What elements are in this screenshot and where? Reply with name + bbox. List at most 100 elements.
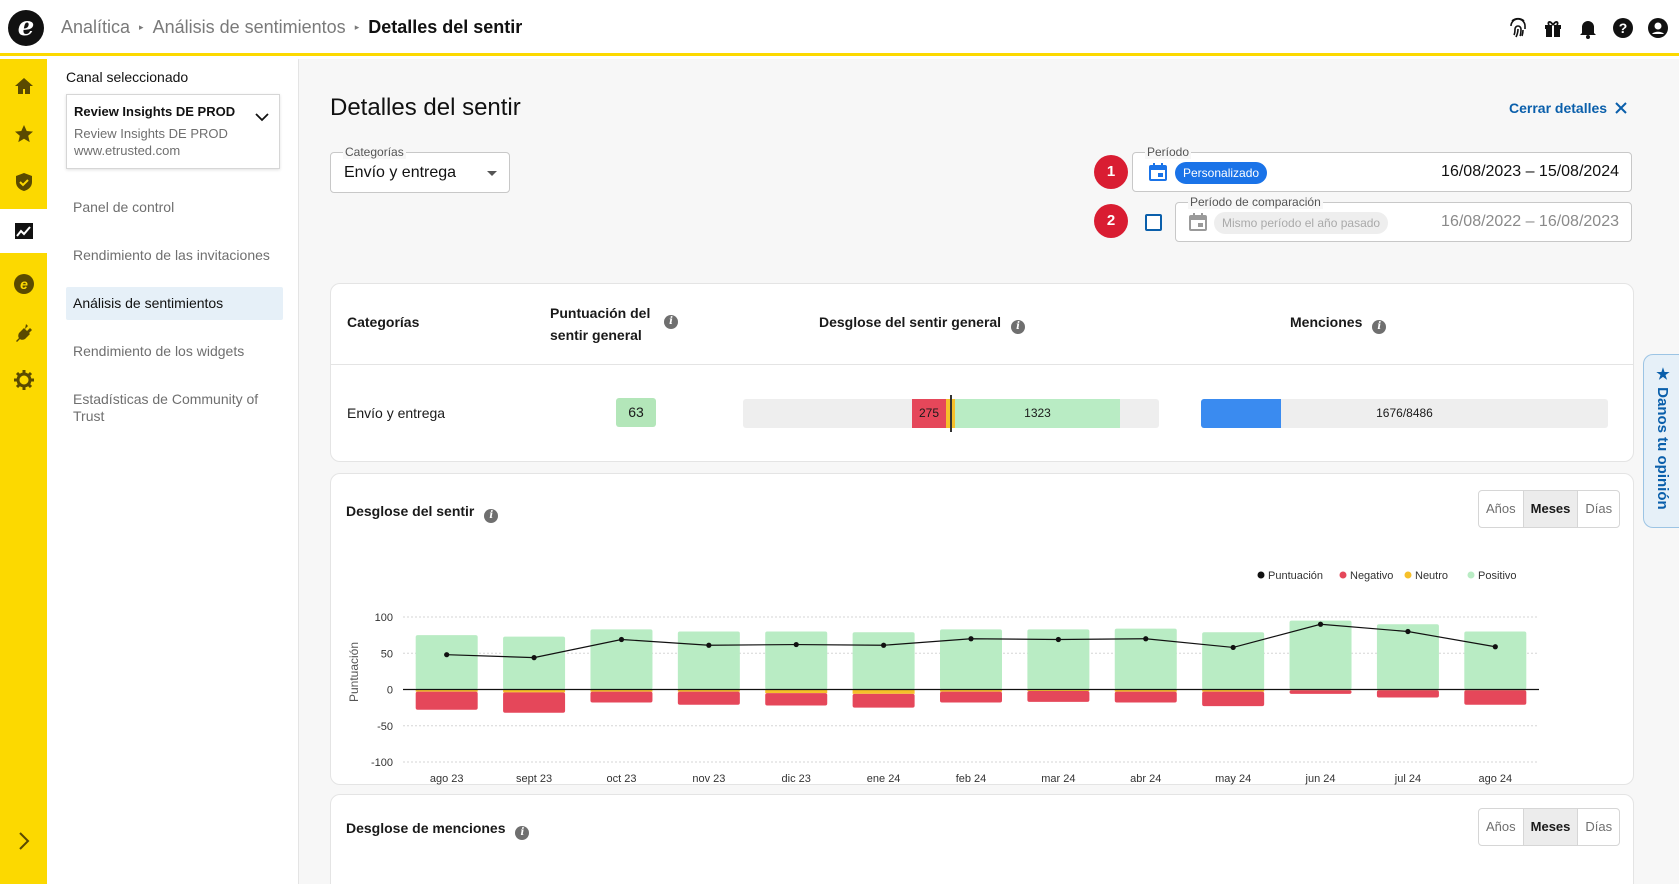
app-rail: e bbox=[0, 59, 47, 884]
neutral-bar bbox=[1027, 689, 1090, 691]
mentions-value: 1676/8486 bbox=[1376, 406, 1433, 420]
toggle-days[interactable]: Días bbox=[1585, 819, 1613, 834]
y-tick-label: 50 bbox=[381, 648, 393, 660]
legend-marker bbox=[1467, 571, 1475, 579]
compare-checkbox[interactable] bbox=[1145, 214, 1162, 231]
step-badge-1: 1 bbox=[1094, 155, 1128, 189]
sidebar-item-widgets[interactable]: Rendimiento de los widgets bbox=[73, 343, 245, 359]
granularity-toggle: Años Meses Días bbox=[1478, 808, 1621, 846]
channel-url: www.etrusted.com bbox=[74, 143, 181, 158]
dropdown-arrow-icon bbox=[487, 171, 497, 176]
score-point bbox=[1230, 644, 1236, 651]
info-icon[interactable]: i bbox=[1010, 320, 1025, 334]
toggle-years[interactable]: Años bbox=[1486, 501, 1516, 516]
header-mentions: Menciones i bbox=[1290, 314, 1387, 334]
user-icon[interactable] bbox=[1647, 17, 1669, 39]
x-tick-label: dic 23 bbox=[782, 773, 811, 785]
sidebar-item-community[interactable]: Estadísticas de Community of Trust bbox=[73, 391, 259, 424]
channel-selector[interactable]: Review Insights DE PROD Review Insights … bbox=[66, 94, 280, 169]
x-tick-label: may 24 bbox=[1215, 773, 1251, 785]
x-tick-label: mar 24 bbox=[1041, 773, 1075, 785]
y-tick-label: 100 bbox=[375, 612, 393, 624]
sidebar-title: Canal seleccionado bbox=[66, 69, 189, 85]
summary-table-card: Categorías Puntuación del sentir general… bbox=[330, 283, 1634, 462]
sidebar-nav: Panel de control Rendimiento de las invi… bbox=[66, 185, 283, 433]
legend-label: Negativo bbox=[1350, 570, 1393, 582]
bell-icon[interactable] bbox=[1577, 17, 1599, 39]
gift-icon[interactable] bbox=[1542, 17, 1564, 39]
breadcrumb: Analítica ▸ Análisis de sentimientos ▸ D… bbox=[61, 17, 522, 38]
mentions-chart-title-text: Desglose de menciones bbox=[346, 820, 506, 836]
period-custom-chip[interactable]: Personalizado bbox=[1175, 162, 1268, 184]
help-icon[interactable]: ? bbox=[1612, 17, 1634, 39]
sentiment-breakdown-bar[interactable]: 275 1323 bbox=[743, 395, 1159, 432]
plug-icon[interactable] bbox=[0, 310, 47, 354]
neutral-bar bbox=[1202, 689, 1265, 692]
period-field[interactable]: Período Personalizado 16/08/2023 – 15/08… bbox=[1132, 145, 1632, 192]
breadcrumb-analitica[interactable]: Analítica bbox=[61, 17, 131, 37]
toggle-months[interactable]: Meses bbox=[1522, 491, 1579, 527]
score-point bbox=[1405, 628, 1411, 635]
calendar-icon bbox=[1188, 212, 1208, 237]
neutral-bar bbox=[852, 689, 915, 694]
compare-same-period-chip[interactable]: Mismo período el año pasado bbox=[1214, 212, 1389, 234]
score-point bbox=[1143, 636, 1149, 642]
positive-bar bbox=[415, 635, 478, 690]
home-icon[interactable] bbox=[0, 64, 47, 108]
shield-icon[interactable] bbox=[0, 160, 47, 204]
feedback-tab[interactable]: ★ Danos tu opinión bbox=[1643, 354, 1679, 528]
info-icon[interactable]: i bbox=[664, 315, 678, 329]
gear-icon[interactable] bbox=[0, 358, 47, 402]
star-icon[interactable] bbox=[0, 112, 47, 156]
sidebar-item-invitations[interactable]: Rendimiento de las invitaciones bbox=[73, 247, 270, 263]
sidebar-item-dashboard[interactable]: Panel de control bbox=[73, 199, 175, 215]
toggle-months[interactable]: Meses bbox=[1522, 809, 1579, 845]
period-range: 16/08/2023 – 15/08/2024 bbox=[1441, 163, 1619, 180]
x-tick-label: oct 23 bbox=[606, 773, 636, 785]
x-tick-label: ago 24 bbox=[1478, 773, 1512, 785]
positive-bar bbox=[1027, 629, 1090, 690]
category-select-label: Categorías bbox=[343, 145, 406, 159]
info-icon[interactable]: i bbox=[515, 826, 530, 840]
toggle-days[interactable]: Días bbox=[1585, 501, 1613, 516]
sidebar-item-sentiment[interactable]: Análisis de sentimientos bbox=[66, 287, 283, 320]
expand-rail-icon[interactable] bbox=[0, 819, 47, 863]
negative-bar bbox=[1464, 690, 1527, 705]
info-icon[interactable]: i bbox=[484, 509, 499, 523]
legend-label: Positivo bbox=[1478, 570, 1517, 582]
period-label: Período bbox=[1145, 145, 1192, 159]
mentions-bar[interactable]: 1676/8486 bbox=[1201, 399, 1608, 428]
fingerprint-icon[interactable] bbox=[1507, 17, 1529, 39]
score-badge: 63 bbox=[616, 398, 656, 427]
compare-period-field[interactable]: Período de comparación Mismo período el … bbox=[1175, 195, 1632, 242]
close-details-button[interactable]: Cerrar detalles bbox=[1509, 100, 1627, 116]
divider bbox=[331, 364, 1633, 365]
category-select-value: Envío y entrega bbox=[344, 164, 457, 181]
sentiment-chart-card: Desglose del sentir i Años Meses Días Pu… bbox=[330, 473, 1634, 785]
calendar-icon[interactable] bbox=[1148, 162, 1168, 187]
toggle-years[interactable]: Años bbox=[1486, 819, 1516, 834]
close-details-label: Cerrar detalles bbox=[1509, 100, 1608, 116]
page-title: Detalles del sentir bbox=[330, 94, 521, 121]
header-score: Puntuación del sentir general bbox=[550, 302, 650, 346]
channel-name: Review Insights DE PROD bbox=[74, 104, 236, 119]
breadcrumb-sentiment-analysis[interactable]: Análisis de sentimientos bbox=[152, 17, 346, 37]
negative-bar bbox=[677, 691, 740, 705]
category-select[interactable]: Categorías Envío y entrega bbox=[330, 145, 510, 193]
analytics-icon[interactable] bbox=[0, 209, 47, 253]
info-icon[interactable]: i bbox=[1372, 320, 1387, 334]
header-breakdown: Desglose del sentir general i bbox=[819, 314, 1025, 334]
neutral-bar bbox=[940, 689, 1002, 692]
positive-bar bbox=[1464, 631, 1527, 690]
header-score-line1: Puntuación del bbox=[550, 305, 651, 321]
header-breakdown-label: Desglose del sentir general bbox=[819, 314, 1002, 330]
negative-bar bbox=[415, 691, 478, 710]
zero-marker bbox=[950, 395, 952, 432]
etrusted-logo[interactable]: e bbox=[8, 10, 44, 46]
neutral-bar bbox=[1114, 689, 1177, 692]
neutral-bar bbox=[415, 689, 478, 692]
score-point bbox=[1317, 621, 1324, 627]
score-point bbox=[968, 636, 974, 642]
breadcrumb-separator-icon: ▸ bbox=[139, 22, 144, 32]
etrusted-icon[interactable]: e bbox=[0, 262, 47, 306]
